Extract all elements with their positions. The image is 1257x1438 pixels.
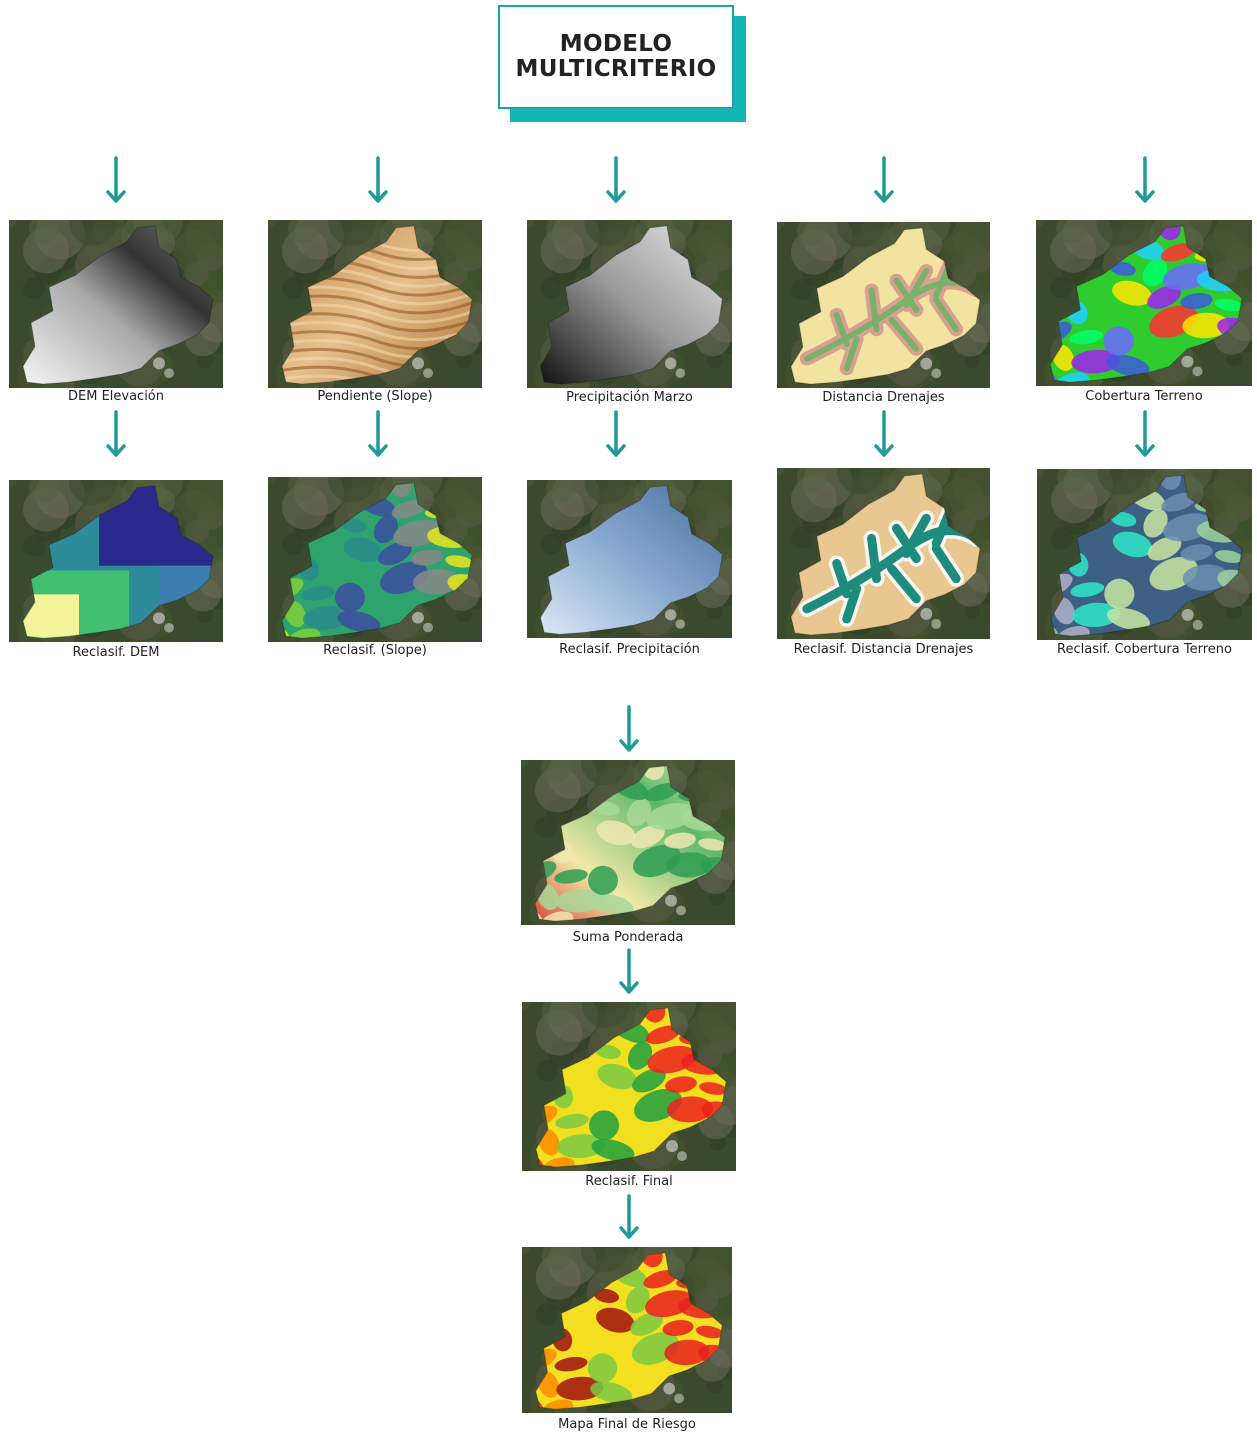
- r-dem-map-image: [9, 480, 223, 642]
- precip-map-image: [527, 220, 732, 388]
- precip-caption: Precipitación Marzo: [566, 390, 693, 405]
- slope-caption: Pendiente (Slope): [317, 389, 433, 404]
- risk-caption: Mapa Final de Riesgo: [558, 1417, 696, 1432]
- arrow-to-reclass-5: [1135, 410, 1155, 457]
- r-drain-map-image: [777, 468, 990, 639]
- sum-caption: Suma Ponderada: [572, 930, 684, 945]
- drain-caption: Distancia Drenajes: [822, 390, 945, 405]
- r-cover-caption: Reclasif. Cobertura Terreno: [1057, 642, 1232, 657]
- sum-map-image: [521, 760, 735, 925]
- arrow-to-input-2: [368, 156, 388, 203]
- arrow-to-reclass-1: [106, 410, 126, 457]
- arrow-to-sum: [619, 705, 639, 752]
- risk-map-image: [522, 1247, 732, 1413]
- arrow-to-risk: [619, 1194, 639, 1239]
- r-slope-caption: Reclasif. (Slope): [323, 643, 427, 658]
- r-precip-caption: Reclasif. Precipitación: [559, 642, 700, 657]
- drain-map-image: [777, 222, 990, 388]
- arrow-to-reclass-2: [368, 410, 388, 457]
- cover-map-image: [1036, 220, 1252, 386]
- arrow-to-input-1: [106, 156, 126, 203]
- title-box: MODELO MULTICRITERIO: [498, 5, 734, 109]
- cover-caption: Cobertura Terreno: [1085, 389, 1203, 404]
- arrow-to-input-3: [606, 156, 626, 203]
- r-drain-caption: Reclasif. Distancia Drenajes: [793, 642, 974, 657]
- dem-caption: DEM Elevación: [67, 389, 165, 404]
- r-dem-caption: Reclasif. DEM: [72, 645, 160, 660]
- arrow-to-reclass-4: [874, 410, 894, 457]
- slope-map-image: [268, 220, 482, 388]
- arrow-to-reclass-3: [606, 410, 626, 457]
- final-map-image: [522, 1002, 736, 1171]
- arrow-to-input-5: [1135, 156, 1155, 203]
- arrow-to-input-4: [874, 156, 894, 203]
- final-caption: Reclasif. Final: [585, 1174, 673, 1189]
- dem-map-image: [9, 220, 223, 388]
- r-slope-map-image: [268, 477, 482, 642]
- diagram-title: MODELO MULTICRITERIO: [515, 31, 717, 82]
- r-cover-map-image: [1037, 469, 1252, 640]
- arrow-to-final: [619, 948, 639, 994]
- r-precip-map-image: [527, 480, 732, 638]
